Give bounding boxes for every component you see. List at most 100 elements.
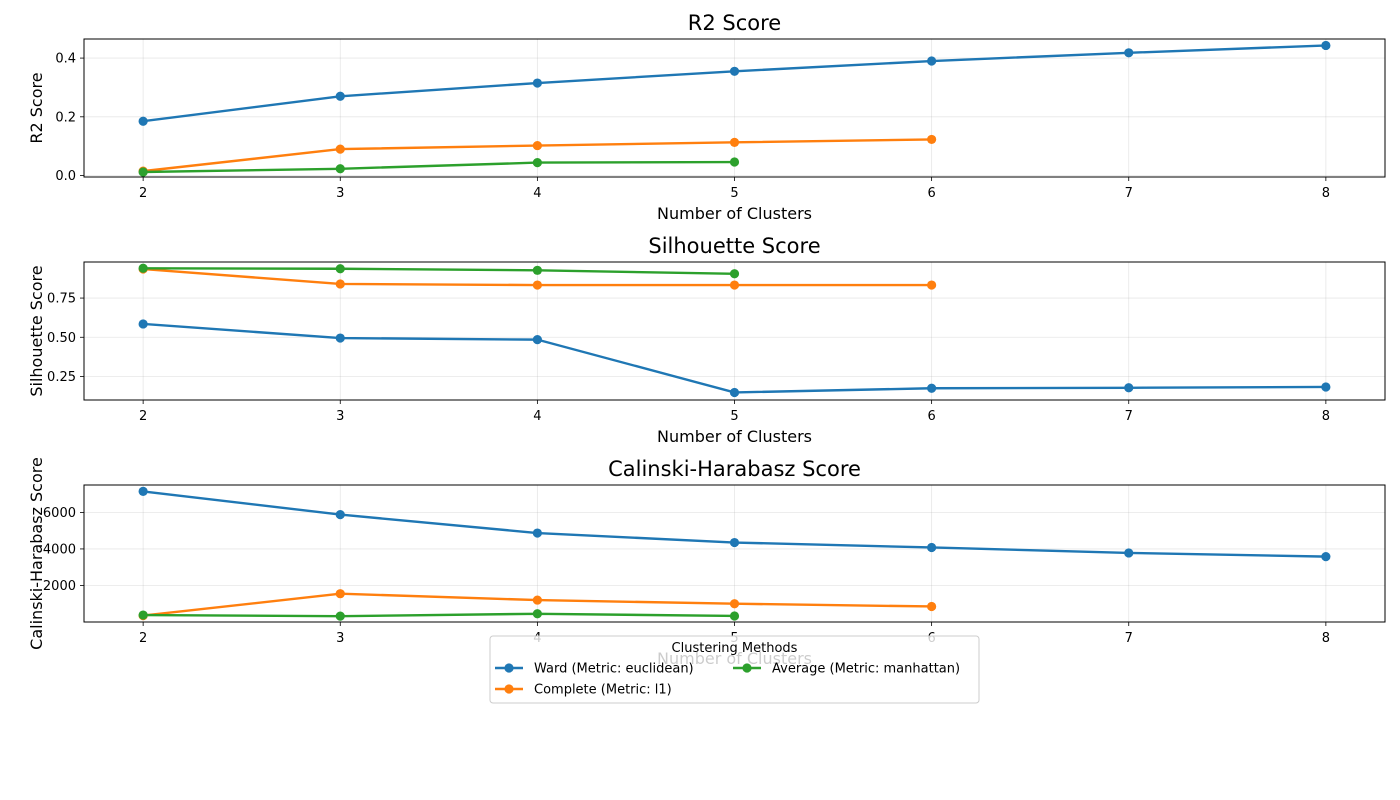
x-tick-label: 2 [139, 409, 147, 424]
chart-title: Silhouette Score [648, 234, 820, 258]
y-axis-label: Calinski-Harabasz Score [27, 457, 46, 650]
x-tick-label: 6 [927, 409, 935, 424]
x-tick-label: 7 [1125, 186, 1133, 201]
x-tick-label: 2 [139, 186, 147, 201]
legend-label: Complete (Metric: l1) [534, 683, 672, 698]
x-tick-label: 5 [730, 409, 738, 424]
data-point [532, 280, 542, 290]
x-tick-label: 4 [533, 186, 541, 201]
data-point [927, 542, 937, 553]
data-point [532, 595, 542, 605]
legend-label: Ward (Metric: euclidean) [534, 662, 694, 677]
x-tick-label: 7 [1125, 631, 1133, 646]
legend-entry: Complete (Metric: l1) [495, 683, 672, 698]
data-point [532, 140, 542, 151]
series-line [141, 267, 736, 275]
data-point [138, 167, 148, 177]
x-tick-label: 2 [139, 631, 147, 646]
data-point [138, 263, 148, 273]
series-1 [138, 486, 1331, 562]
series-line [141, 612, 736, 618]
data-point [927, 134, 937, 145]
y-axis-label: R2 Score [27, 72, 46, 143]
data-point [532, 265, 542, 275]
data-point [532, 609, 542, 619]
data-point [335, 509, 345, 520]
legend-label: Average (Metric: manhattan) [772, 662, 960, 677]
y-tick-label: 0.2 [55, 110, 76, 125]
y-axis-label: Silhouette Score [27, 265, 46, 396]
x-axis-label: Number of Clusters [657, 204, 812, 223]
x-axis-label: Number of Clusters [657, 427, 812, 446]
chart-title: Calinski-Harabasz Score [608, 457, 861, 481]
chart-panel-3: 2345678200040006000Calinski-Harabasz Sco… [27, 457, 1386, 668]
y-tick-label: 0.0 [55, 169, 76, 184]
x-tick-label: 6 [927, 186, 935, 201]
x-tick-label: 3 [336, 186, 344, 201]
legend-marker [742, 663, 752, 673]
data-point [729, 537, 740, 548]
x-tick-label: 3 [336, 409, 344, 424]
legend-entry: Average (Metric: manhattan) [733, 662, 960, 677]
data-point [138, 116, 148, 126]
data-point [335, 611, 345, 621]
x-tick-label: 4 [533, 409, 541, 424]
grid [84, 39, 1385, 177]
series-3 [138, 157, 740, 177]
y-tick-label: 2000 [43, 579, 76, 594]
chart-title: R2 Score [688, 11, 781, 35]
legend-title: Clustering Methods [672, 641, 798, 656]
x-tick-label: 8 [1322, 186, 1330, 201]
y-tick-label: 6000 [43, 506, 76, 521]
series-3 [138, 263, 740, 279]
data-point [335, 164, 345, 174]
data-point [729, 66, 740, 76]
series-line [141, 160, 736, 174]
data-point [927, 383, 937, 393]
series-3 [138, 609, 740, 621]
data-point [1321, 552, 1331, 562]
data-point [532, 335, 542, 345]
data-point [1321, 40, 1331, 51]
data-point [1321, 382, 1331, 392]
data-point [335, 91, 345, 101]
legend-marker [504, 663, 514, 673]
data-point [927, 280, 937, 290]
data-point [335, 264, 345, 274]
legend-box [489, 635, 980, 704]
data-point [335, 279, 345, 289]
data-point [532, 158, 542, 168]
grid [84, 262, 1385, 400]
data-point [138, 486, 148, 496]
data-point [335, 144, 345, 154]
x-tick-label: 3 [336, 631, 344, 646]
legend-entry: Ward (Metric: euclidean) [495, 662, 694, 677]
data-point [927, 601, 937, 612]
x-tick-label: 5 [730, 186, 738, 201]
data-point [1124, 548, 1134, 558]
x-tick-label: 8 [1322, 631, 1330, 646]
data-point [927, 56, 937, 66]
data-point [729, 611, 740, 621]
data-point [729, 387, 740, 398]
data-point [729, 269, 740, 279]
y-tick-label: 0.4 [55, 52, 76, 67]
series-1 [138, 40, 1331, 126]
data-point [1124, 48, 1134, 58]
legend: Clustering Methods Ward (Metric: euclidea… [489, 635, 980, 704]
legend-marker [504, 684, 514, 694]
data-point [1124, 383, 1134, 393]
data-point [729, 599, 740, 609]
data-point [138, 319, 148, 329]
series-1 [138, 319, 1331, 398]
y-tick-label: 4000 [43, 542, 76, 557]
y-tick-label: 0.25 [47, 370, 76, 385]
x-tick-label: 7 [1125, 409, 1133, 424]
y-tick-label: 0.75 [47, 292, 76, 307]
grid [84, 485, 1385, 622]
data-point [729, 157, 740, 167]
data-point [532, 78, 542, 88]
data-point [335, 333, 345, 343]
